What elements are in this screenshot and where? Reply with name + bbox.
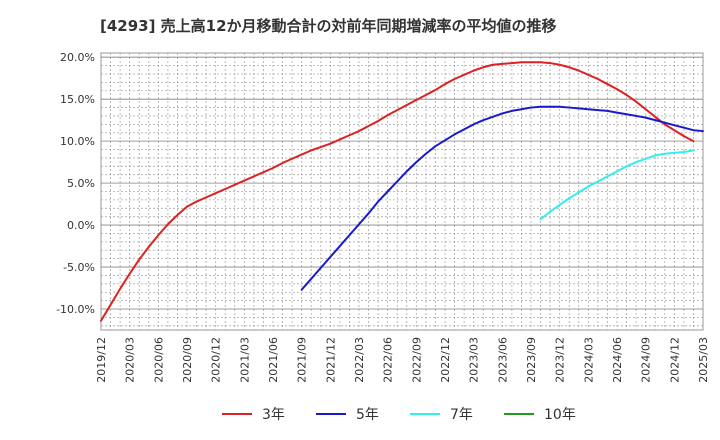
x-tick-label: 2021/06 — [267, 337, 280, 383]
x-tick-label: 2022/09 — [410, 337, 423, 383]
legend-label: 3年 — [262, 407, 285, 423]
series-lines — [100, 61, 704, 322]
x-tick-label: 2023/09 — [525, 337, 538, 383]
series-line-7年 — [539, 149, 695, 221]
y-axis-labels: 20.0% 15.0% 10.0% 5.0% 0.0% -5.0% -10.0% — [56, 51, 95, 316]
x-axis-labels: 2019/12 2020/03 2020/06 2020/09 2020/12 2021/… — [95, 337, 710, 383]
legend-label: 7年 — [450, 407, 473, 423]
legend-label: 5年 — [356, 407, 379, 423]
x-tick-label: 2024/06 — [611, 337, 624, 383]
x-tick-label: 2022/03 — [353, 337, 366, 383]
x-tick-label: 2022/06 — [382, 337, 395, 383]
legend: 3年 5年 7年 10年 — [222, 407, 576, 423]
y-tick-label: -5.0% — [63, 261, 95, 274]
x-tick-label: 2023/12 — [554, 337, 567, 383]
x-tick-label: 2021/12 — [324, 337, 337, 383]
x-tick-label: 2024/03 — [582, 337, 595, 383]
x-tick-label: 2020/03 — [124, 337, 137, 383]
y-tick-label: 20.0% — [60, 51, 95, 64]
x-tick-label: 2020/12 — [210, 337, 223, 383]
x-tick-label: 2021/09 — [296, 337, 309, 383]
series-line-5年 — [300, 105, 704, 291]
y-tick-label: 0.0% — [67, 219, 95, 232]
series-line-3年 — [100, 61, 695, 322]
chart-title: [4293] 売上高12か月移動合計の対前年同期増減率の平均値の推移 — [100, 17, 557, 35]
x-tick-label: 2023/03 — [468, 337, 481, 383]
y-tick-label: 5.0% — [67, 177, 95, 190]
x-tick-label: 2020/06 — [152, 337, 165, 383]
x-tick-label: 2022/12 — [439, 337, 452, 383]
x-tick-label: 2024/12 — [668, 337, 681, 383]
x-tick-label: 2020/09 — [181, 337, 194, 383]
x-tick-label: 2019/12 — [95, 337, 108, 383]
x-tick-label: 2021/03 — [238, 337, 251, 383]
y-tick-label: -10.0% — [56, 303, 95, 316]
x-tick-label: 2023/06 — [496, 337, 509, 383]
grid — [101, 53, 703, 330]
y-tick-label: 15.0% — [60, 93, 95, 106]
x-tick-label: 2025/03 — [697, 337, 710, 383]
y-tick-label: 10.0% — [60, 135, 95, 148]
x-tick-label: 2024/09 — [640, 337, 653, 383]
legend-label: 10年 — [544, 407, 576, 423]
